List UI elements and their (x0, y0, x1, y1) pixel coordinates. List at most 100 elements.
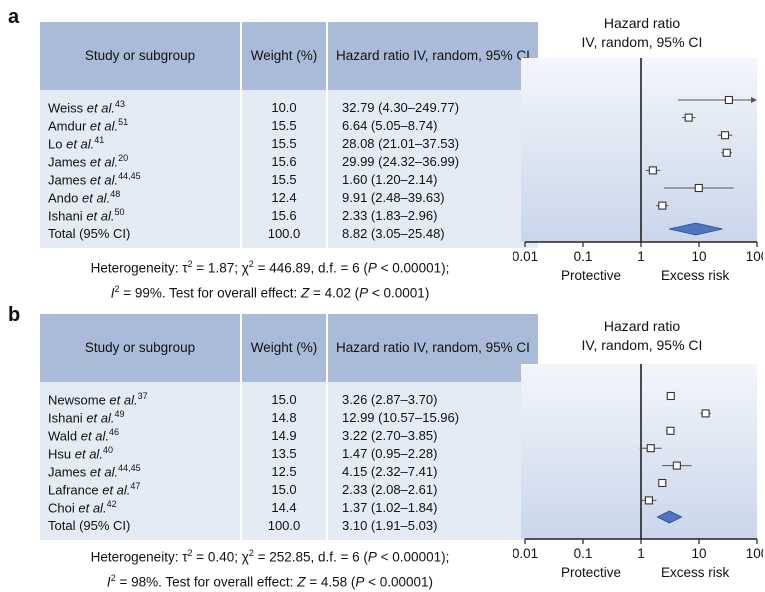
table-row: James et al.44,45 12.5 4.15 (2.32–7.41) (40, 462, 538, 480)
study-ref: 40 (103, 445, 113, 455)
study-name: Newsome (48, 392, 106, 407)
study-ref: 46 (109, 427, 119, 437)
table-row: Ando et al.48 12.4 9.91 (2.48–39.63) (40, 188, 538, 206)
study-hr: 1.37 (1.02–1.84) (327, 498, 538, 516)
plot-area (521, 364, 757, 539)
plot-area (521, 58, 757, 242)
study-weight: 14.4 (241, 498, 327, 516)
point-estimate (723, 149, 730, 156)
header-weight: Weight (%) (241, 22, 327, 90)
table-row: Weiss et al.43 10.0 32.79 (4.30–249.77) (40, 98, 538, 116)
study-name: James (48, 154, 86, 169)
study-hr: 28.08 (21.01–37.53) (327, 134, 538, 152)
study-weight: 15.0 (241, 480, 327, 498)
point-estimate (695, 185, 702, 192)
header-hazard-ratio: Hazard ratio IV, random, 95% CI (327, 314, 538, 382)
het-chi: = 0.40; χ (193, 550, 249, 565)
table-row: Lo et al.41 15.5 28.08 (21.01–37.53) (40, 134, 538, 152)
x-tick-label: 100 (746, 249, 763, 264)
panel-a: a Study or subgroup Weight (%) Hazard ra… (0, 0, 765, 295)
x-tick-label: 0.1 (574, 546, 593, 561)
study-hr: 29.99 (24.32–36.99) (327, 152, 538, 170)
panel-label: a (8, 6, 19, 29)
study-hr: 2.33 (1.83–2.96) (327, 206, 538, 224)
point-estimate (702, 410, 709, 417)
het-z-value: = 4.58 ( (305, 574, 355, 589)
table-row: Ishani et al.50 15.6 2.33 (1.83–2.96) (40, 206, 538, 224)
study-suffix: et al. (90, 154, 118, 169)
study-suffix: et al. (75, 446, 103, 461)
study-hr: 1.47 (0.95–2.28) (327, 444, 538, 462)
study-name: Choi (48, 500, 75, 515)
total-hr: 3.10 (1.91–5.03) (327, 516, 538, 534)
footer-label-excess-risk: Excess risk (661, 565, 730, 580)
panel-label: b (8, 304, 20, 327)
study-suffix: et al. (90, 464, 118, 479)
het-p-value: < 0.00001); (377, 261, 449, 276)
point-estimate (685, 114, 692, 121)
study-suffix: et al. (66, 136, 94, 151)
study-ref: 47 (130, 481, 140, 491)
study-weight: 15.5 (241, 116, 327, 134)
het-df: = 252.85, d.f. = 6 ( (254, 550, 368, 565)
point-estimate (725, 97, 732, 104)
study-suffix: et al. (90, 172, 118, 187)
panel-b: b Study or subgroup Weight (%) Hazard ra… (0, 295, 765, 590)
table-row: James et al.44,45 15.5 1.60 (1.20–2.14) (40, 170, 538, 188)
study-weight: 12.5 (241, 462, 327, 480)
point-estimate (667, 427, 674, 434)
study-weight: 15.6 (241, 206, 327, 224)
study-suffix: et al. (81, 428, 109, 443)
table-row: Lafrance et al.47 15.0 2.33 (2.08–2.61) (40, 480, 538, 498)
total-weight: 100.0 (241, 516, 327, 534)
study-name: Amdur (48, 118, 86, 133)
het-p: P (368, 261, 377, 276)
table-row: Amdur et al.51 15.5 6.64 (5.05–8.74) (40, 116, 538, 134)
study-suffix: et al. (90, 118, 118, 133)
table-row: Newsome et al.37 15.0 3.26 (2.87–3.70) (40, 390, 538, 408)
study-name: Ishani (48, 208, 83, 223)
study-ref: 41 (94, 135, 104, 145)
x-tick-label: 10 (691, 249, 706, 264)
study-hr: 32.79 (4.30–249.77) (327, 98, 538, 116)
header-weight: Weight (%) (241, 314, 327, 382)
study-name: Hsu (48, 446, 71, 461)
study-weight: 12.4 (241, 188, 327, 206)
het-tau: Heterogeneity: τ (91, 550, 188, 565)
study-hr: 3.26 (2.87–3.70) (327, 390, 538, 408)
point-estimate (645, 497, 652, 504)
study-name: Ishani (48, 410, 83, 425)
study-ref: 20 (118, 153, 128, 163)
table-row: James et al.20 15.6 29.99 (24.32–36.99) (40, 152, 538, 170)
study-suffix: et al. (82, 190, 110, 205)
study-hr: 12.99 (10.57–15.96) (327, 408, 538, 426)
forest-plot-b: 0.010.1110100ProtectiveExcess risk (513, 319, 763, 587)
study-weight: 15.5 (241, 170, 327, 188)
x-tick-label: 0.01 (513, 546, 538, 561)
study-weight: 13.5 (241, 444, 327, 462)
x-tick-label: 1 (637, 546, 645, 561)
study-ref: 51 (118, 117, 128, 127)
study-weight: 15.5 (241, 134, 327, 152)
het-p2-value: < 0.00001) (364, 574, 433, 589)
table-row: Choi et al.42 14.4 1.37 (1.02–1.84) (40, 498, 538, 516)
total-row: Total (95% CI) 100.0 3.10 (1.91–5.03) (40, 516, 538, 534)
study-name: Lo (48, 136, 62, 151)
total-label: Total (95% CI) (40, 224, 241, 242)
het-chi: = 1.87; χ (193, 261, 249, 276)
forest-plot-a: 0.010.1110100ProtectiveExcess risk (513, 18, 763, 288)
study-hr: 4.15 (2.32–7.41) (327, 462, 538, 480)
study-weight: 14.9 (241, 426, 327, 444)
point-estimate (659, 202, 666, 209)
study-ref: 44,45 (118, 463, 141, 473)
het-p: P (368, 550, 377, 565)
study-name: Wald (48, 428, 77, 443)
het-df: = 446.89, d.f. = 6 ( (254, 261, 368, 276)
study-weight: 15.6 (241, 152, 327, 170)
study-suffix: et al. (86, 208, 114, 223)
study-ref: 42 (107, 499, 117, 509)
study-ref: 44,45 (118, 171, 141, 181)
study-hr: 2.33 (2.08–2.61) (327, 480, 538, 498)
heterogeneity-line-1: Heterogeneity: τ2 = 0.40; χ2 = 252.85, d… (40, 543, 500, 568)
study-table: Study or subgroup Weight (%) Hazard rati… (40, 314, 538, 540)
